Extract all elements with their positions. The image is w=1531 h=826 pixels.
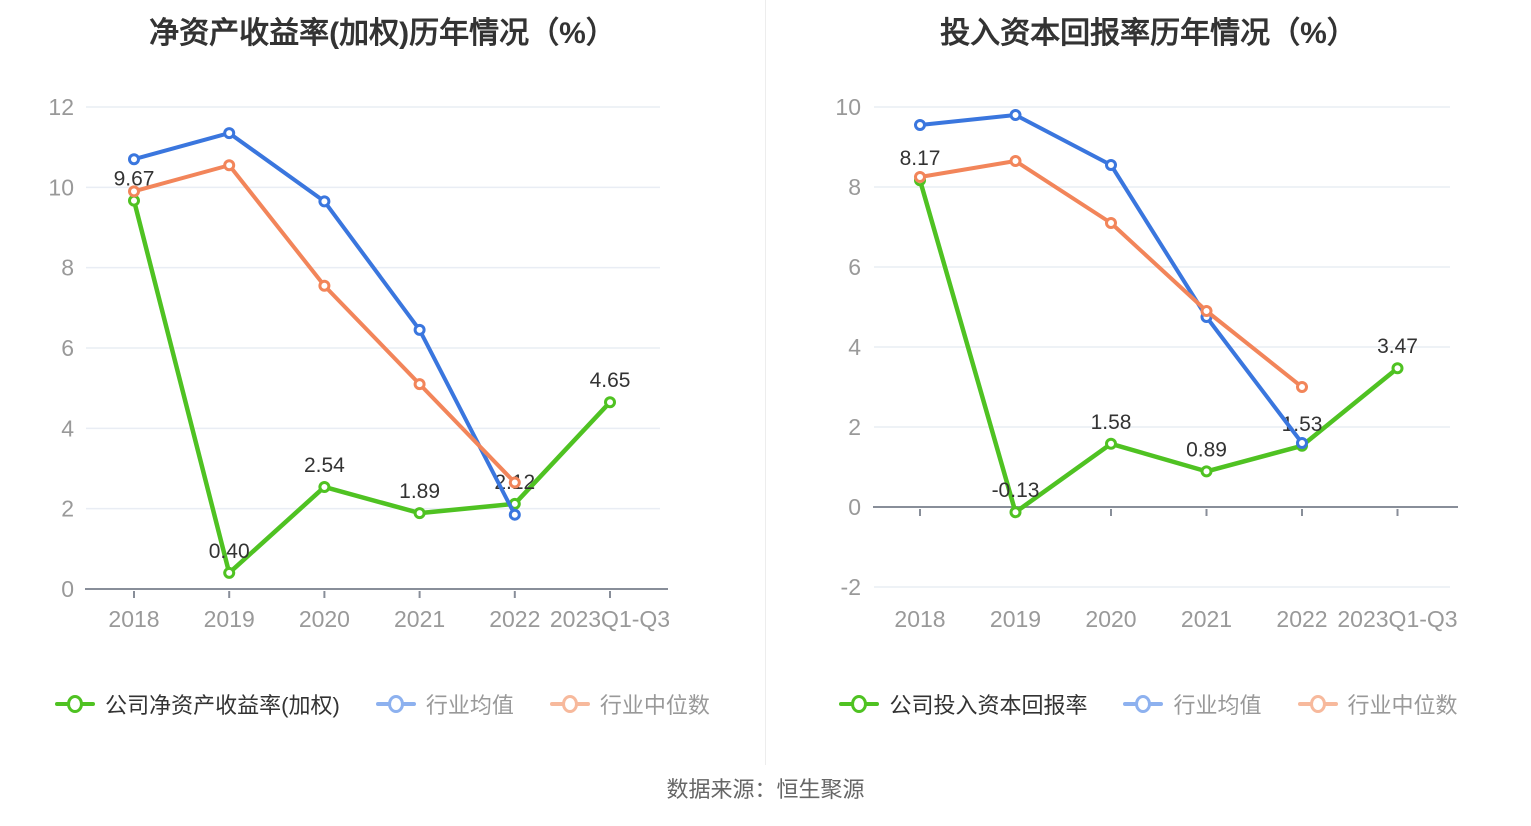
svg-text:0.40: 0.40 — [209, 540, 250, 563]
svg-text:2021: 2021 — [1181, 606, 1232, 632]
legend-line-circle-icon — [549, 694, 590, 714]
legend-item-label: 行业均值 — [425, 693, 514, 718]
legend-line-circle-icon — [839, 694, 880, 714]
series-1 — [128, 127, 521, 521]
svg-text:2019: 2019 — [990, 606, 1041, 632]
chart-title: 投入资本回报率历年情况（%） — [940, 17, 1357, 50]
x-axis: 2018 2019 2020 2021 2022 2023Q1-Q3 — [85, 588, 670, 632]
legend-item-label: 行业均值 — [1173, 693, 1262, 718]
gridlines — [86, 106, 660, 510]
svg-text:2020: 2020 — [1085, 606, 1136, 632]
y-axis-labels: -2 0 2 4 6 8 10 — [835, 94, 861, 600]
gridlines — [874, 106, 1450, 588]
svg-text:2: 2 — [61, 496, 74, 522]
series-2 — [914, 155, 1308, 393]
svg-text:3.47: 3.47 — [1377, 335, 1418, 358]
svg-text:8: 8 — [848, 174, 861, 200]
series-0: 9.670.402.541.892.124.65 — [114, 168, 631, 579]
svg-text:9.67: 9.67 — [114, 168, 155, 191]
legend-item[interactable]: 行业中位数 — [1297, 688, 1458, 720]
svg-text:2023Q1-Q3: 2023Q1-Q3 — [1337, 606, 1457, 632]
svg-text:2021: 2021 — [394, 606, 445, 632]
svg-text:0.89: 0.89 — [1186, 438, 1227, 461]
svg-text:8.17: 8.17 — [900, 147, 941, 170]
svg-text:2019: 2019 — [204, 606, 255, 632]
svg-text:-2: -2 — [841, 574, 861, 600]
x-axis: 2018 2019 2020 2021 2022 2023Q1-Q3 — [873, 506, 1458, 632]
series-2 — [128, 159, 521, 489]
svg-text:6: 6 — [61, 335, 74, 361]
roic-plot: -2 0 2 4 6 8 10 2018 2019 2020 2021 2022 2023Q1-Q3 8.… — [835, 94, 1458, 632]
svg-text:1.89: 1.89 — [399, 480, 440, 503]
legend-line-circle-icon — [1123, 694, 1164, 714]
svg-text:4: 4 — [848, 334, 861, 360]
chart-title: 净资产收益率(加权)历年情况（%） — [149, 17, 616, 50]
svg-text:2018: 2018 — [108, 606, 159, 632]
roe-weighted-chart: 0 2 4 6 8 10 12 2018 2019 2020 2021 2022 2023Q1-Q3 9.… — [0, 0, 765, 760]
svg-text:4.65: 4.65 — [590, 369, 631, 392]
legend-item-label: 行业中位数 — [1347, 693, 1458, 718]
legend-line-circle-icon — [375, 694, 416, 714]
legend-item[interactable]: 行业均值 — [375, 688, 514, 720]
svg-text:4: 4 — [61, 415, 74, 441]
svg-text:8: 8 — [61, 255, 74, 281]
legend-line-circle-icon — [55, 694, 96, 714]
legend-item[interactable]: 公司投入资本回报率 — [839, 688, 1087, 720]
legend-item-label: 公司净资产收益率(加权) — [105, 693, 340, 718]
legend-item[interactable]: 行业均值 — [1123, 688, 1262, 720]
svg-text:2022: 2022 — [489, 606, 540, 632]
svg-text:2018: 2018 — [894, 606, 945, 632]
svg-text:6: 6 — [848, 254, 861, 280]
svg-text:2023Q1-Q3: 2023Q1-Q3 — [550, 606, 670, 632]
legend-item-label: 公司投入资本回报率 — [889, 693, 1088, 718]
legend-line-circle-icon — [1297, 694, 1338, 714]
panel-divider — [765, 0, 766, 765]
series-0: 8.17-0.131.580.891.533.47 — [900, 147, 1418, 519]
legend-item-label: 行业中位数 — [599, 693, 710, 718]
svg-text:0: 0 — [61, 576, 74, 602]
svg-text:-0.13: -0.13 — [992, 479, 1040, 502]
svg-text:1.58: 1.58 — [1091, 411, 1132, 434]
svg-text:10: 10 — [48, 174, 74, 200]
legend-item[interactable]: 公司净资产收益率(加权) — [55, 688, 340, 720]
svg-text:2020: 2020 — [299, 606, 350, 632]
svg-text:2022: 2022 — [1276, 606, 1327, 632]
data-source: 数据来源：恒生聚源 — [666, 777, 865, 802]
svg-text:0: 0 — [848, 494, 861, 520]
roic-chart: -2 0 2 4 6 8 10 2018 2019 2020 2021 2022 2023Q1-Q3 8.… — [766, 0, 1531, 760]
chart-legend: 公司净资产收益率(加权) 行业均值 行业中位数 — [0, 688, 765, 720]
svg-text:2.54: 2.54 — [304, 454, 345, 477]
svg-text:10: 10 — [835, 94, 861, 120]
svg-text:12: 12 — [48, 94, 74, 120]
svg-text:2: 2 — [848, 414, 861, 440]
series-1 — [914, 109, 1308, 449]
roe-weighted-plot: 0 2 4 6 8 10 12 2018 2019 2020 2021 2022 2023Q1-Q3 9.… — [48, 94, 670, 632]
chart-legend: 公司投入资本回报率 行业均值 行业中位数 — [766, 688, 1531, 720]
legend-item[interactable]: 行业中位数 — [549, 688, 710, 720]
y-axis-labels: 0 2 4 6 8 10 12 — [48, 94, 74, 602]
